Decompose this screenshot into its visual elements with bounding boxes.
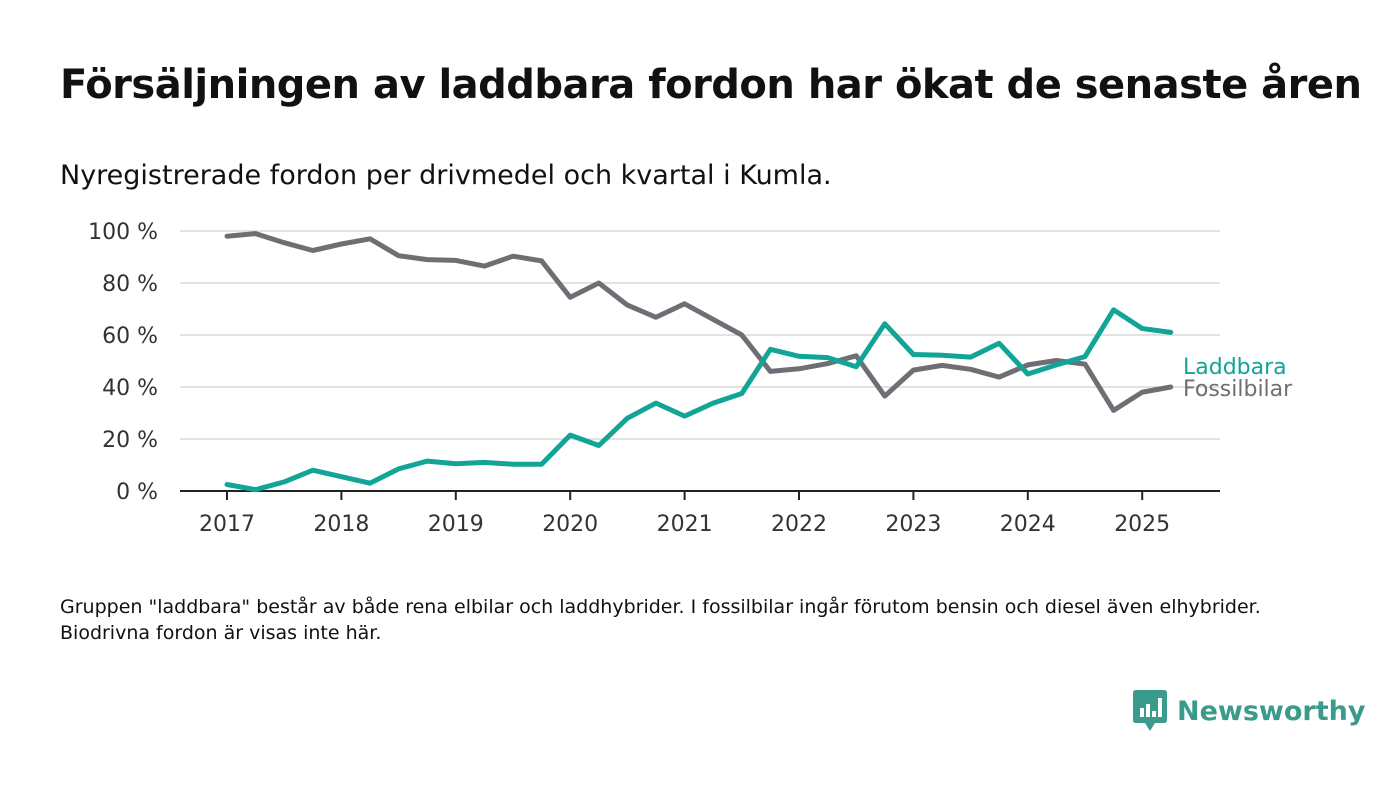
x-axis: 2017 2018 2019 2020 2021 2022 2023 2024 2025	[180, 490, 1220, 537]
series-lines	[224, 231, 1174, 493]
y-tick-label: 0 %	[116, 480, 158, 505]
x-tick-label: 2019	[428, 512, 484, 537]
series-line-laddbara	[224, 307, 1174, 493]
y-tick-label: 40 %	[102, 376, 158, 401]
y-tick-label: 60 %	[102, 324, 158, 349]
y-axis-labels: 0 % 20 % 40 % 60 % 80 % 100 %	[88, 220, 158, 505]
chart-title: Försäljningen av laddbara fordon har öka…	[60, 62, 1362, 108]
brand-logo[interactable]: Newsworthy	[1133, 690, 1365, 732]
footnote: Gruppen "laddbara" består av både rena e…	[60, 596, 1261, 644]
x-tick-label: 2022	[771, 512, 827, 537]
x-tick-label: 2020	[542, 512, 598, 537]
x-tick-label: 2025	[1114, 512, 1170, 537]
x-tick-label: 2021	[657, 512, 713, 537]
chart-subtitle: Nyregistrerade fordon per drivmedel och …	[60, 160, 832, 191]
grid-lines	[180, 230, 1220, 440]
x-tick-label: 2018	[313, 512, 369, 537]
newsworthy-logo-icon	[1133, 690, 1167, 731]
legend-label-fossilbilar: Fossilbilar	[1183, 377, 1293, 402]
legend-label-laddbara: Laddbara	[1183, 355, 1287, 380]
brand-name: Newsworthy	[1177, 695, 1366, 727]
x-tick-label: 2017	[199, 512, 255, 537]
y-tick-label: 20 %	[102, 428, 158, 453]
y-tick-label: 80 %	[102, 272, 158, 297]
x-tick-label: 2024	[1000, 512, 1056, 537]
x-tick-label: 2023	[885, 512, 941, 537]
y-tick-label: 100 %	[88, 220, 158, 245]
series-line-fossilbilar	[224, 231, 1174, 413]
